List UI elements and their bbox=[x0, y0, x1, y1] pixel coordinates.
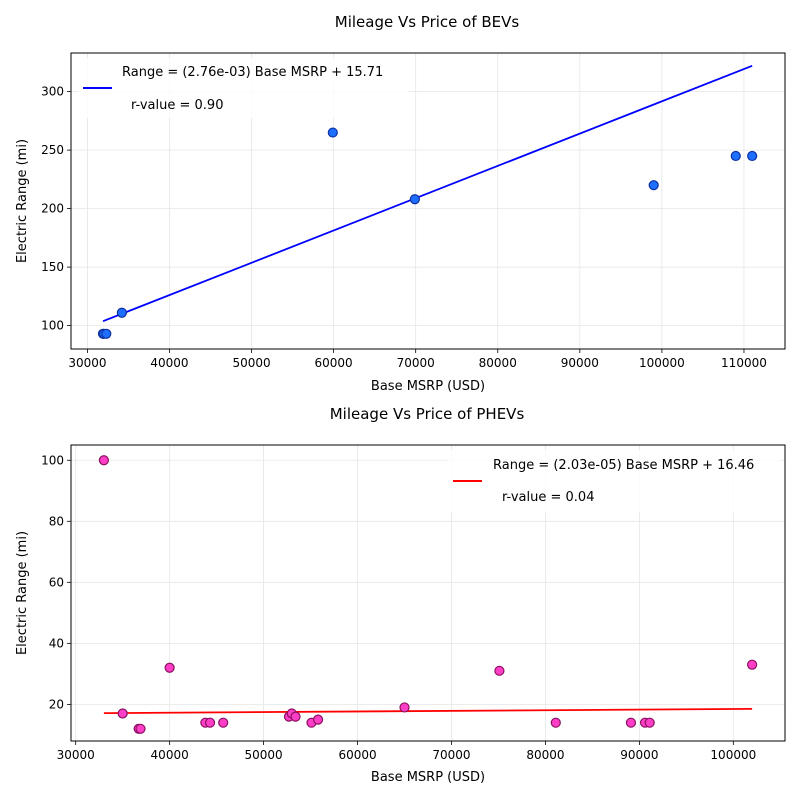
data-point bbox=[494, 665, 505, 676]
data-point bbox=[312, 714, 324, 725]
x-tick-label: 100000 bbox=[710, 748, 756, 762]
y-tick-label: 80 bbox=[49, 514, 64, 528]
y-axis-ticks: 20 40 60 80 100 bbox=[41, 453, 71, 711]
data-point bbox=[730, 150, 741, 162]
fit-line-group bbox=[103, 707, 753, 715]
bev-chart: Mileage Vs Price of BEVs 30000 40000 50000… bbox=[15, 13, 786, 394]
y-tick-label: 100 bbox=[41, 319, 64, 333]
fit-line-group bbox=[102, 64, 753, 323]
plot-frame bbox=[70, 444, 786, 742]
x-tick-label: 40000 bbox=[150, 356, 188, 370]
data-point bbox=[399, 702, 410, 713]
data-point bbox=[135, 723, 146, 734]
phev-chart: Mileage Vs Price of PHEVs 30000 40000 5000… bbox=[15, 405, 786, 785]
x-axis-label: Base MSRP (USD) bbox=[371, 770, 485, 785]
data-point bbox=[101, 328, 112, 339]
x-tick-label: 30000 bbox=[68, 356, 106, 370]
data-point bbox=[625, 717, 637, 728]
x-tick-label: 100000 bbox=[639, 356, 685, 370]
regression-line bbox=[102, 64, 753, 323]
legend-box bbox=[78, 58, 408, 118]
y-tick-label: 300 bbox=[41, 85, 64, 99]
x-axis-label: Base MSRP (USD) bbox=[371, 379, 485, 394]
legend: Range = (2.76e-03) Base MSRP + 15.71 r-v… bbox=[78, 58, 408, 118]
data-point bbox=[117, 708, 128, 719]
x-tick-label: 50000 bbox=[244, 748, 282, 762]
x-tick-label: 50000 bbox=[232, 356, 270, 370]
legend: Range = (2.03e-05) Base MSRP + 16.46 r-v… bbox=[448, 450, 780, 512]
data-point bbox=[290, 711, 301, 722]
chart-title: Mileage Vs Price of PHEVs bbox=[330, 405, 525, 423]
x-tick-label: 90000 bbox=[620, 748, 658, 762]
x-tick-label: 110000 bbox=[721, 356, 767, 370]
x-tick-label: 40000 bbox=[151, 748, 189, 762]
x-tick-label: 60000 bbox=[315, 356, 353, 370]
y-tick-label: 150 bbox=[41, 260, 64, 274]
legend-rvalue: r-value = 0.90 bbox=[131, 98, 223, 113]
x-tick-label: 70000 bbox=[432, 748, 470, 762]
data-point bbox=[747, 659, 758, 670]
plot-frame bbox=[70, 52, 786, 350]
points-group bbox=[98, 455, 758, 734]
data-point bbox=[409, 194, 420, 205]
y-axis-label: Electric Range (mi) bbox=[15, 139, 30, 263]
grid bbox=[71, 445, 785, 741]
y-tick-label: 100 bbox=[41, 453, 64, 467]
data-point bbox=[550, 717, 561, 728]
data-point bbox=[204, 717, 216, 728]
x-tick-label: 60000 bbox=[338, 748, 376, 762]
data-point bbox=[644, 717, 655, 728]
y-tick-label: 40 bbox=[49, 636, 64, 650]
x-axis-ticks: 30000 40000 50000 60000 70000 80000 90000 10000… bbox=[57, 741, 756, 762]
y-tick-label: 200 bbox=[41, 202, 64, 216]
data-point bbox=[747, 150, 758, 162]
y-tick-label: 60 bbox=[49, 575, 64, 589]
legend-label: Range = (2.76e-03) Base MSRP + 15.71 bbox=[122, 65, 383, 80]
data-point bbox=[164, 662, 175, 673]
x-tick-label: 90000 bbox=[561, 356, 599, 370]
y-tick-label: 20 bbox=[49, 697, 64, 711]
x-tick-label: 70000 bbox=[397, 356, 435, 370]
legend-label: Range = (2.03e-05) Base MSRP + 16.46 bbox=[493, 458, 754, 473]
chart-title: Mileage Vs Price of BEVs bbox=[335, 13, 520, 31]
x-tick-label: 30000 bbox=[57, 748, 95, 762]
data-point bbox=[98, 455, 109, 466]
legend-box bbox=[448, 450, 780, 512]
y-axis-ticks: 100 150 200 250 300 bbox=[41, 85, 71, 333]
x-axis-ticks: 30000 40000 50000 60000 70000 80000 90000 10000… bbox=[68, 349, 767, 370]
x-tick-label: 80000 bbox=[479, 356, 517, 370]
grid bbox=[71, 53, 785, 349]
data-point bbox=[116, 307, 127, 318]
data-point bbox=[327, 127, 338, 138]
legend-rvalue: r-value = 0.04 bbox=[502, 490, 594, 505]
data-point bbox=[218, 717, 229, 728]
points-group bbox=[97, 127, 758, 339]
y-axis-label: Electric Range (mi) bbox=[15, 531, 30, 655]
regression-line bbox=[103, 707, 753, 715]
data-point bbox=[648, 180, 659, 191]
y-tick-label: 250 bbox=[41, 143, 64, 157]
x-tick-label: 80000 bbox=[526, 748, 564, 762]
